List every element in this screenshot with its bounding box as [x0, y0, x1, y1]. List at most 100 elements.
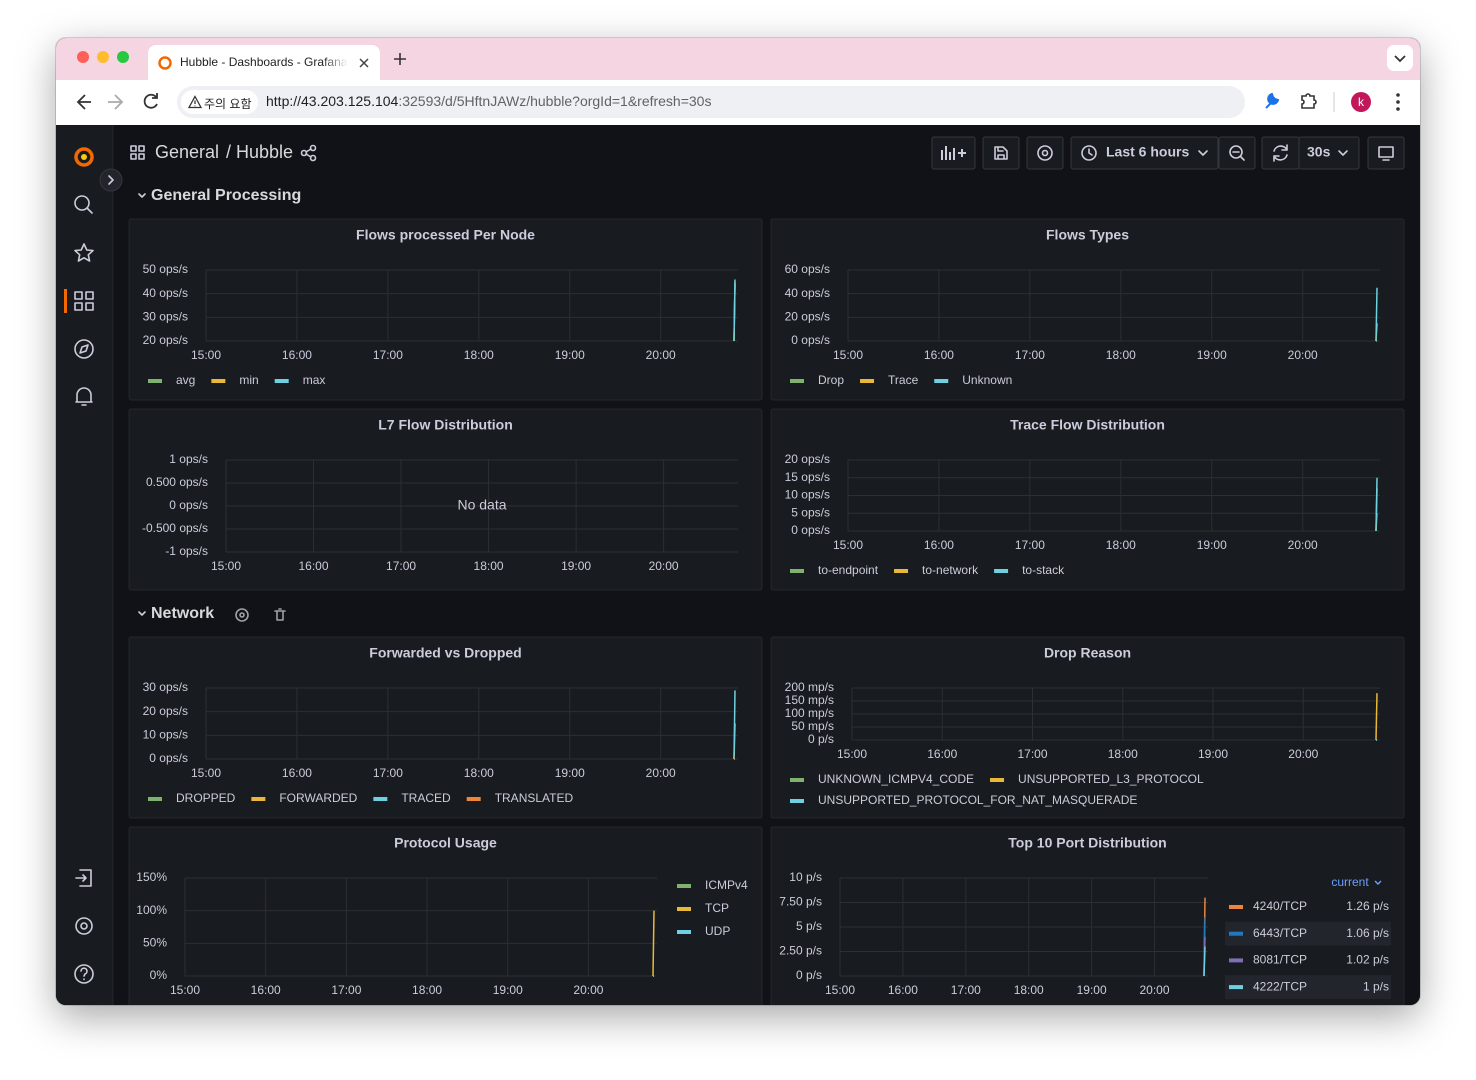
dashboard: General / Hubble Last 6 hours 30s Genera…: [56, 125, 1420, 1005]
y-tick-label: 1 ops/s: [169, 452, 208, 466]
settings-nav[interactable]: [75, 917, 93, 935]
series-line: [1375, 477, 1378, 532]
legend-swatch: [251, 797, 266, 801]
legend-label: 4240/TCP: [1253, 899, 1307, 913]
browser-tab[interactable]: Hubble - Dashboards - Grafana: [148, 45, 380, 80]
dashboard-title[interactable]: / Hubble: [226, 142, 293, 162]
row-collapse[interactable]: [138, 193, 146, 198]
legend-item[interactable]: UNSUPPORTED_L3_PROTOCOL: [990, 772, 1204, 786]
back[interactable]: [76, 94, 91, 110]
row-title[interactable]: General Processing: [151, 187, 301, 204]
x-tick-label: 17:00: [373, 348, 403, 362]
y-tick-label: 0 ops/s: [149, 751, 188, 765]
row-delete[interactable]: [274, 608, 286, 621]
y-tick-label: 20 ops/s: [785, 310, 830, 324]
sign-in[interactable]: [75, 869, 92, 887]
legend-swatch: [373, 797, 388, 801]
grafana-logo[interactable]: [74, 147, 94, 167]
x-tick-label: 20:00: [646, 766, 676, 780]
help-nav[interactable]: [74, 964, 94, 984]
x-tick-label: 17:00: [373, 766, 403, 780]
refresh[interactable]: [1261, 136, 1300, 170]
row-collapse[interactable]: [138, 611, 146, 616]
legend-swatch: [211, 379, 226, 383]
minimize-window[interactable]: [97, 51, 109, 63]
menu[interactable]: [1396, 93, 1400, 111]
browser-window: Hubble - Dashboards - Grafana 주의 요함 http…: [56, 38, 1420, 1005]
legend-item[interactable]: UNSUPPORTED_PROTOCOL_FOR_NAT_MASQUERADE: [790, 793, 1137, 807]
row-settings[interactable]: [235, 608, 249, 622]
tab-close[interactable]: [357, 56, 371, 70]
x-tick-label: 19:00: [1077, 983, 1107, 997]
save[interactable]: [982, 136, 1020, 170]
legend-item[interactable]: FORWARDED: [251, 791, 358, 805]
settings[interactable]: [1026, 136, 1064, 170]
legend-item[interactable]: max: [274, 373, 326, 387]
legend-item[interactable]: to-network: [894, 563, 979, 577]
legend-item[interactable]: UNKNOWN_ICMPV4_CODE: [790, 772, 974, 786]
x-tick-label: 18:00: [464, 766, 494, 780]
zoom-out[interactable]: [1218, 136, 1256, 170]
close-window[interactable]: [77, 51, 89, 63]
row-title[interactable]: Network: [151, 605, 214, 622]
share[interactable]: [300, 144, 317, 162]
starred-nav[interactable]: [74, 243, 94, 262]
x-tick-label: 17:00: [331, 983, 361, 997]
tv-mode[interactable]: [1367, 136, 1405, 170]
legend-label: ICMPv4: [705, 878, 748, 892]
extension-icon[interactable]: [1265, 92, 1280, 109]
x-tick-label: 20:00: [1288, 538, 1318, 552]
search-nav[interactable]: [74, 195, 93, 214]
x-tick-label: 17:00: [1017, 747, 1047, 761]
sidebar-toggle[interactable]: [99, 168, 123, 192]
maximize-window[interactable]: [117, 51, 129, 63]
legend-item[interactable]: to-stack: [994, 563, 1065, 577]
panel: [770, 826, 1405, 1005]
folder-name[interactable]: General: [155, 142, 219, 162]
x-tick-label: 20:00: [646, 348, 676, 362]
y-tick-label: 5 ops/s: [791, 505, 830, 519]
legend-item[interactable]: to-endpoint: [790, 563, 879, 577]
legend-item[interactable]: DROPPED: [148, 791, 236, 805]
legend-label: TRANSLATED: [495, 791, 574, 805]
legend-item[interactable]: Trace: [860, 373, 919, 387]
legend-swatch: [677, 884, 691, 888]
legend-row: [1225, 975, 1391, 1000]
y-tick-label: 0 p/s: [796, 968, 822, 982]
y-tick-label: 40 ops/s: [785, 286, 830, 300]
y-tick-label: 50 mp/s: [791, 719, 834, 733]
new-tab[interactable]: [392, 51, 408, 67]
legend-item[interactable]: TRANSLATED: [466, 791, 574, 805]
alerting-nav[interactable]: [75, 387, 93, 406]
legend-item[interactable]: min: [211, 373, 259, 387]
extensions[interactable]: [1301, 93, 1317, 109]
legend-item[interactable]: TRACED: [373, 791, 451, 805]
x-tick-label: 15:00: [191, 766, 221, 780]
security-chip[interactable]: 주의 요함: [181, 90, 258, 114]
legend-header[interactable]: current: [1331, 875, 1369, 889]
forward[interactable]: [108, 94, 124, 110]
explore-nav[interactable]: [74, 339, 94, 359]
y-tick-label: 0%: [150, 968, 168, 982]
legend-value: 1 p/s: [1363, 979, 1389, 993]
legend-swatch: [1229, 931, 1243, 936]
dashboards-nav[interactable]: [74, 291, 94, 311]
x-tick-label: 18:00: [1014, 983, 1044, 997]
legend-item[interactable]: avg: [148, 373, 195, 387]
legend-item[interactable]: Drop: [790, 373, 844, 387]
tab-search[interactable]: [1386, 44, 1414, 72]
legend-item[interactable]: Unknown: [934, 373, 1012, 387]
refresh-interval[interactable]: [1298, 136, 1360, 170]
omnibox[interactable]: 주의 요함 http://43.203.125.104:32593/d/5Hft…: [177, 86, 1245, 118]
panel: [128, 218, 763, 401]
y-tick-label: 0.500 ops/s: [146, 475, 208, 489]
profile[interactable]: k: [1351, 92, 1371, 112]
x-tick-label: 20:00: [1288, 747, 1318, 761]
address-bar: 주의 요함 http://43.203.125.104:32593/d/5Hft…: [56, 80, 1420, 125]
x-tick-label: 16:00: [924, 348, 954, 362]
reload[interactable]: [143, 93, 158, 109]
time-picker[interactable]: [1070, 136, 1219, 170]
x-tick-label: 16:00: [888, 983, 918, 997]
dashboard-icon: [130, 145, 145, 160]
x-tick-label: 19:00: [555, 348, 585, 362]
